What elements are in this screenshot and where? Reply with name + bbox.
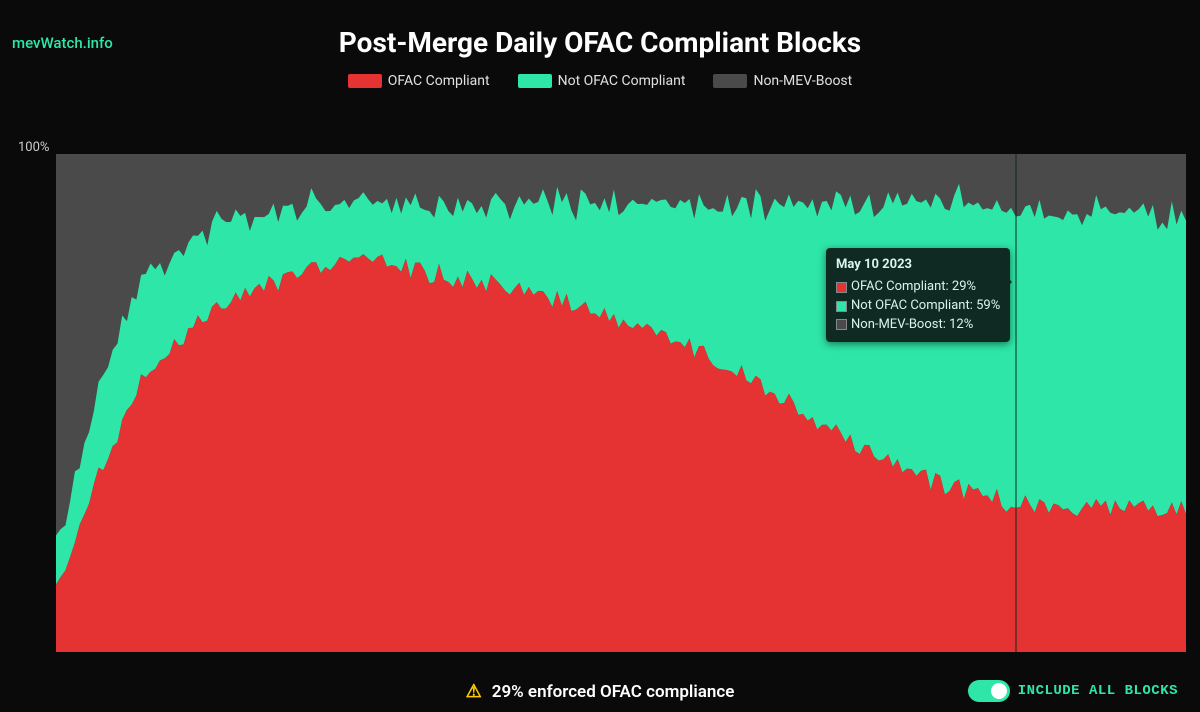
warning-icon: ⚠ bbox=[466, 681, 482, 702]
legend-item-non-mev[interactable]: Non-MEV-Boost bbox=[713, 73, 852, 89]
legend-label: OFAC Compliant bbox=[388, 73, 490, 89]
stacked-area-chart[interactable]: May 10 2023 OFAC Compliant: 29% Not OFAC… bbox=[56, 154, 1186, 652]
tooltip-label: Not OFAC Compliant: 59% bbox=[851, 297, 1000, 316]
chart-title: Post-Merge Daily OFAC Compliant Blocks bbox=[0, 26, 1200, 59]
tooltip-date: May 10 2023 bbox=[836, 256, 1000, 275]
tooltip-row: Not OFAC Compliant: 59% bbox=[836, 297, 1000, 316]
tooltip-label: OFAC Compliant: 29% bbox=[851, 278, 976, 297]
legend-item-ofac[interactable]: OFAC Compliant bbox=[348, 73, 490, 89]
tooltip-swatch bbox=[836, 319, 847, 330]
legend-swatch bbox=[348, 74, 382, 88]
tooltip-swatch bbox=[836, 301, 847, 312]
legend-item-not-ofac[interactable]: Not OFAC Compliant bbox=[518, 73, 686, 89]
legend-swatch bbox=[713, 74, 747, 88]
toggle-knob bbox=[991, 683, 1007, 699]
toggle-label: INCLUDE ALL BLOCKS bbox=[1018, 683, 1178, 699]
chart-tooltip: May 10 2023 OFAC Compliant: 29% Not OFAC… bbox=[826, 248, 1010, 342]
toggle-track[interactable] bbox=[968, 680, 1010, 702]
tooltip-row: Non-MEV-Boost: 12% bbox=[836, 316, 1000, 335]
chart-legend: OFAC Compliant Not OFAC Compliant Non-ME… bbox=[0, 73, 1200, 89]
y-axis-max-label: 100% bbox=[18, 140, 49, 155]
chart-canvas bbox=[56, 154, 1186, 652]
tooltip-swatch bbox=[836, 282, 847, 293]
footer-text: 29% enforced OFAC compliance bbox=[492, 682, 735, 702]
tooltip-row: OFAC Compliant: 29% bbox=[836, 278, 1000, 297]
tooltip-label: Non-MEV-Boost: 12% bbox=[851, 316, 973, 335]
include-all-blocks-toggle[interactable]: INCLUDE ALL BLOCKS bbox=[968, 680, 1178, 702]
legend-label: Not OFAC Compliant bbox=[558, 73, 686, 89]
legend-label: Non-MEV-Boost bbox=[753, 73, 852, 89]
brand-logo[interactable]: mevWatch.info bbox=[12, 34, 113, 52]
legend-swatch bbox=[518, 74, 552, 88]
